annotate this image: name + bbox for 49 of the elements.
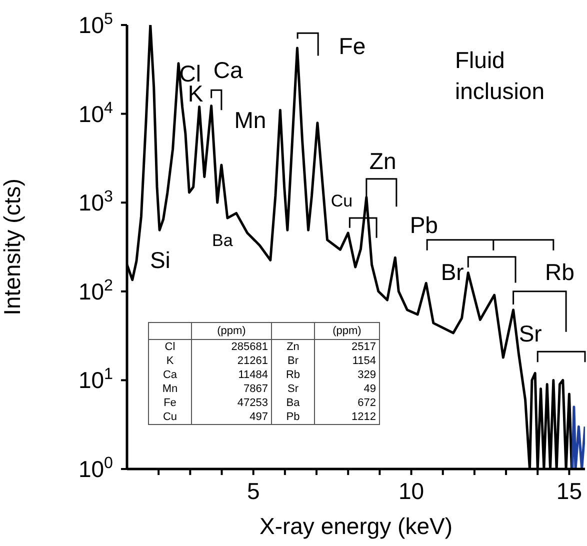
- annotation: 21261: [192, 354, 272, 368]
- annotation: Br: [440, 258, 464, 285]
- annotation: Zn: [369, 148, 396, 174]
- annotation: Ba: [212, 231, 234, 250]
- annotation: Sr: [518, 320, 542, 346]
- annotation: Ca: [148, 368, 192, 382]
- annotation: Pb: [272, 410, 314, 424]
- annotation: Mn: [148, 382, 192, 396]
- annotation: Pb: [410, 212, 438, 238]
- annotation: Si: [150, 246, 170, 273]
- y-tick-label: 10$^{0}$: [78, 454, 114, 482]
- annotation: Cu: [330, 192, 353, 212]
- x-tick-label: 10: [398, 478, 424, 504]
- annotation: Cu: [148, 410, 192, 424]
- y-tick-label: 10$^{3}$: [78, 188, 114, 216]
- annotation: (ppm): [192, 322, 272, 340]
- annotation: K: [148, 354, 192, 368]
- annotation: 49: [314, 382, 380, 396]
- annotation: Zn: [272, 340, 314, 354]
- x-tick-label: 5: [246, 478, 260, 504]
- annotation: Fluid inclusion: [455, 46, 546, 106]
- annotation: 11484: [192, 368, 272, 382]
- annotation: (ppm): [314, 322, 380, 340]
- annotation: 672: [314, 396, 380, 410]
- annotation: Mn: [234, 107, 266, 134]
- x-tick-label: 15: [556, 478, 582, 504]
- annotation: Rb: [545, 258, 574, 285]
- y-tick-label: 10$^{2}$: [78, 276, 114, 304]
- annotation: 47253: [192, 396, 272, 410]
- y-tick-label: 10$^{5}$: [78, 10, 114, 38]
- annotation: Br: [272, 354, 314, 368]
- annotation: 497: [192, 410, 272, 424]
- annotation: Ca: [213, 57, 243, 84]
- annotation: 2517: [314, 340, 380, 354]
- x-axis-title: X-ray energy (keV): [259, 513, 453, 539]
- annotation: Rb: [272, 368, 314, 382]
- annotation: 285681: [192, 340, 272, 354]
- annotation: 1212: [314, 410, 380, 424]
- annotation: 7867: [192, 382, 272, 396]
- y-axis-title: Intensity (cts): [0, 178, 26, 316]
- y-tick-label: 10$^{4}$: [78, 98, 114, 127]
- annotation: 1154: [314, 354, 380, 368]
- annotation: Fe: [338, 33, 366, 60]
- annotation: Fe: [148, 396, 192, 410]
- annotation: Cl: [148, 340, 192, 354]
- y-tick-label: 10$^{1}$: [78, 365, 114, 394]
- annotation: Sr: [272, 382, 314, 396]
- annotation: 329: [314, 368, 380, 382]
- annotation: Ba: [272, 396, 314, 410]
